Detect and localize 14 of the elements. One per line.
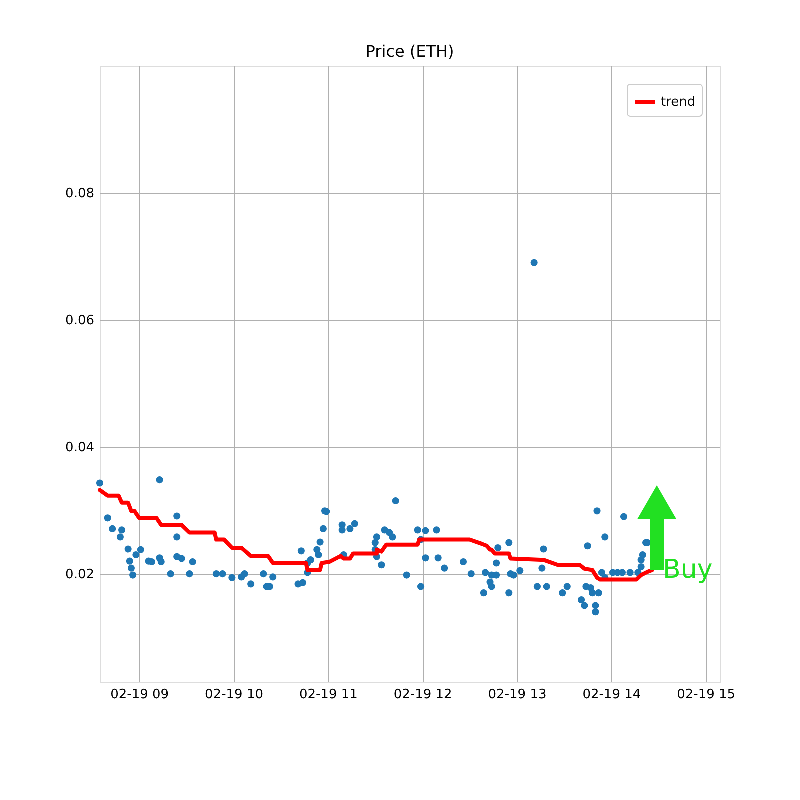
chart-title: Price (ETH) bbox=[366, 42, 454, 61]
x-tick-label: 02-19 14 bbox=[582, 688, 642, 702]
x-tick-label: 02-19 11 bbox=[299, 688, 358, 702]
x-tick-label: 02-19 15 bbox=[677, 688, 736, 702]
y-tick-label: 0.02 bbox=[66, 568, 94, 583]
annotation: Buy bbox=[663, 555, 713, 586]
x-tick-label: 02-19 10 bbox=[205, 688, 264, 702]
y-tick-label: 0.06 bbox=[66, 314, 94, 329]
x-tick-label: 02-19 13 bbox=[488, 688, 547, 702]
y-tick-label: 0.04 bbox=[66, 440, 94, 456]
x-tick-label: 02-19 09 bbox=[110, 688, 170, 702]
legend-label: trend bbox=[661, 95, 696, 110]
y-tick-label: 0.08 bbox=[66, 186, 94, 202]
x-tick-label: 02-19 12 bbox=[394, 688, 452, 702]
